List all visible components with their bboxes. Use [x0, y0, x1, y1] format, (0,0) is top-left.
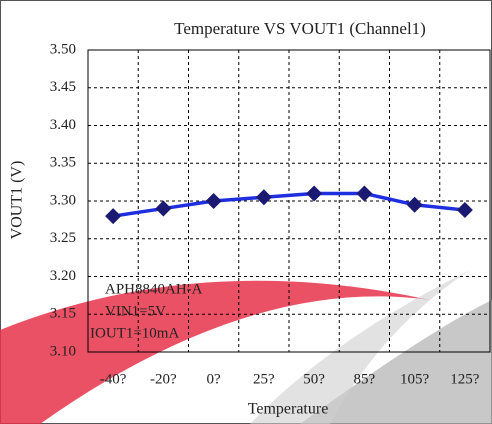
chart-title: Temperature VS VOUT1 (Channel1) — [174, 19, 426, 38]
marker — [356, 185, 373, 202]
y-tick-label: 3.40 — [50, 117, 76, 133]
x-tick-label: 0? — [207, 371, 222, 387]
watermark-red — [0, 280, 430, 424]
x-axis-label: Temperature — [248, 401, 329, 418]
y-tick-label: 3.30 — [50, 192, 76, 208]
marker — [105, 208, 122, 225]
annotation: APH8840AH-A — [105, 281, 203, 297]
annotation: VIN1=5V — [105, 303, 166, 319]
series-line — [112, 191, 466, 218]
marker — [306, 185, 323, 202]
marker — [205, 193, 222, 209]
marker — [406, 196, 423, 213]
marker — [155, 200, 172, 217]
y-tick-label: 3.50 — [50, 41, 76, 57]
x-tick-label: 125? — [450, 371, 480, 387]
marker — [456, 202, 473, 219]
y-tick-label: 3.45 — [50, 79, 76, 95]
annotation: IOUT1=10mA — [90, 325, 179, 341]
x-tick-label: 50? — [303, 371, 325, 387]
marker — [255, 189, 272, 206]
x-tick-label: -40? — [100, 371, 127, 387]
y-axis-label: VOUT1 (V) — [9, 161, 26, 240]
x-tick-label: 85? — [354, 371, 376, 387]
plot-area — [87, 49, 491, 353]
y-tick-label: 3.20 — [50, 268, 76, 284]
y-tick-label: 3.10 — [50, 343, 76, 359]
x-tick-label: -20? — [150, 371, 177, 387]
watermark-gray-2 — [250, 270, 470, 424]
x-tick-label: 105? — [400, 371, 430, 387]
y-tick-label: 3.15 — [50, 306, 76, 322]
y-tick-label: 3.25 — [50, 230, 76, 246]
x-tick-label: 25? — [253, 371, 275, 387]
y-tick-label: 3.35 — [50, 155, 76, 171]
